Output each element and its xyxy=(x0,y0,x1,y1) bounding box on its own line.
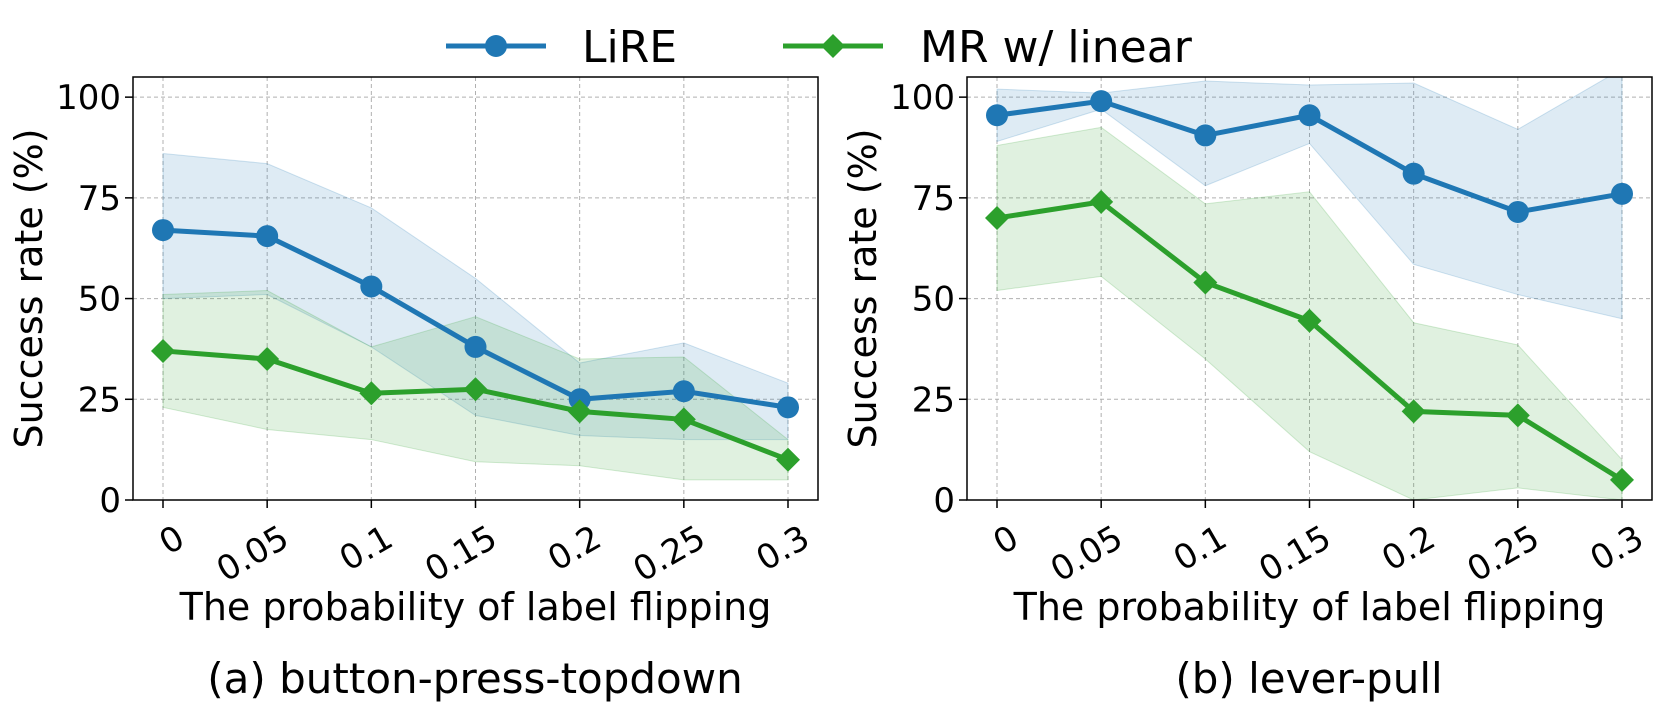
panel-b: 0 25 50 75 100 0 0.05 0.1 0.15 0.2 0.25 0.3 The prob… xyxy=(841,76,1653,703)
data-point xyxy=(463,377,488,402)
data-point xyxy=(464,335,487,358)
data-point xyxy=(1297,308,1322,333)
bands xyxy=(162,152,789,481)
data-point xyxy=(776,447,800,472)
x-tick-label: 0.15 xyxy=(1252,518,1338,590)
data-point xyxy=(1194,124,1217,147)
data-point xyxy=(568,388,591,411)
data-point xyxy=(256,225,279,248)
data-point xyxy=(567,399,592,424)
legend-marker xyxy=(821,34,845,58)
data-point xyxy=(1611,182,1633,205)
legend: LiRE MR w/ linear xyxy=(446,22,1193,73)
x-tick-label: 0.25 xyxy=(1461,518,1547,590)
x-tick-label: 0.05 xyxy=(210,518,296,590)
data-point xyxy=(360,275,383,298)
x-tick-label: 0.25 xyxy=(627,518,713,590)
data-point xyxy=(1401,399,1426,424)
data-point xyxy=(671,407,696,432)
data-point xyxy=(672,380,695,403)
y-tick-label: 100 xyxy=(890,78,955,118)
data-point xyxy=(1402,162,1425,185)
data-point xyxy=(986,104,1008,127)
y-axis-label: Success rate (%) xyxy=(841,128,885,448)
legend-label: MR w/ linear xyxy=(920,22,1193,73)
data-point xyxy=(1089,189,1114,214)
series-mr-w-linear xyxy=(985,189,1634,492)
x-tick-label: 0.2 xyxy=(1375,518,1442,580)
y-tick-label: 100 xyxy=(56,78,121,118)
x-tick-label: 0.3 xyxy=(1584,518,1651,580)
data-point xyxy=(1298,104,1321,127)
x-tick-label: 0.1 xyxy=(1167,518,1234,580)
y-tick-label: 75 xyxy=(912,179,955,219)
panel-caption: (a) button-press-topdown xyxy=(207,654,742,703)
x-axis-label: The probability of label flipping xyxy=(179,585,772,629)
y-axis-label: Success rate (%) xyxy=(7,128,51,448)
data-point xyxy=(152,219,174,242)
data-point xyxy=(1193,270,1218,295)
x-tick-label: 0 xyxy=(987,518,1026,563)
band-lire xyxy=(162,152,789,441)
x-tick-label: 0.2 xyxy=(541,518,608,580)
y-tick-label: 75 xyxy=(78,179,121,219)
y-tick-label: 50 xyxy=(78,280,121,320)
band-lire xyxy=(996,77,1623,320)
data-point xyxy=(255,347,280,371)
data-point xyxy=(151,338,175,363)
data-point xyxy=(1506,200,1529,223)
data-point xyxy=(985,206,1009,230)
legend-marker xyxy=(485,35,507,57)
x-axis-label: The probability of label flipping xyxy=(1013,585,1606,629)
x-tick-label: 0.1 xyxy=(333,518,400,580)
y-tick-label: 25 xyxy=(78,380,121,420)
x-tick-label: 0 xyxy=(153,518,192,563)
series-lire xyxy=(986,90,1633,223)
x-tick-label: 0.3 xyxy=(750,518,817,580)
x-tick-label: 0.15 xyxy=(418,518,504,590)
panel-a: 0 25 50 75 100 0 0.05 0.1 0.15 0.2 0.25 0.3 The prob… xyxy=(7,76,819,703)
y-tick-label: 50 xyxy=(912,280,955,320)
panel-caption: (b) lever-pull xyxy=(1175,654,1442,703)
data-point xyxy=(777,396,799,419)
data-point xyxy=(1505,403,1530,428)
series-lire xyxy=(152,219,799,419)
data-point xyxy=(359,381,384,406)
x-tick-label: 0.05 xyxy=(1044,518,1130,590)
data-point xyxy=(1090,90,1113,113)
legend-label: LiRE xyxy=(582,22,677,73)
bands xyxy=(996,77,1623,500)
y-tick-label: 0 xyxy=(99,481,121,521)
series-mr-w-linear xyxy=(151,338,800,472)
y-tick-label: 0 xyxy=(933,481,955,521)
data-point xyxy=(1610,467,1634,492)
y-tick-label: 25 xyxy=(912,380,955,420)
